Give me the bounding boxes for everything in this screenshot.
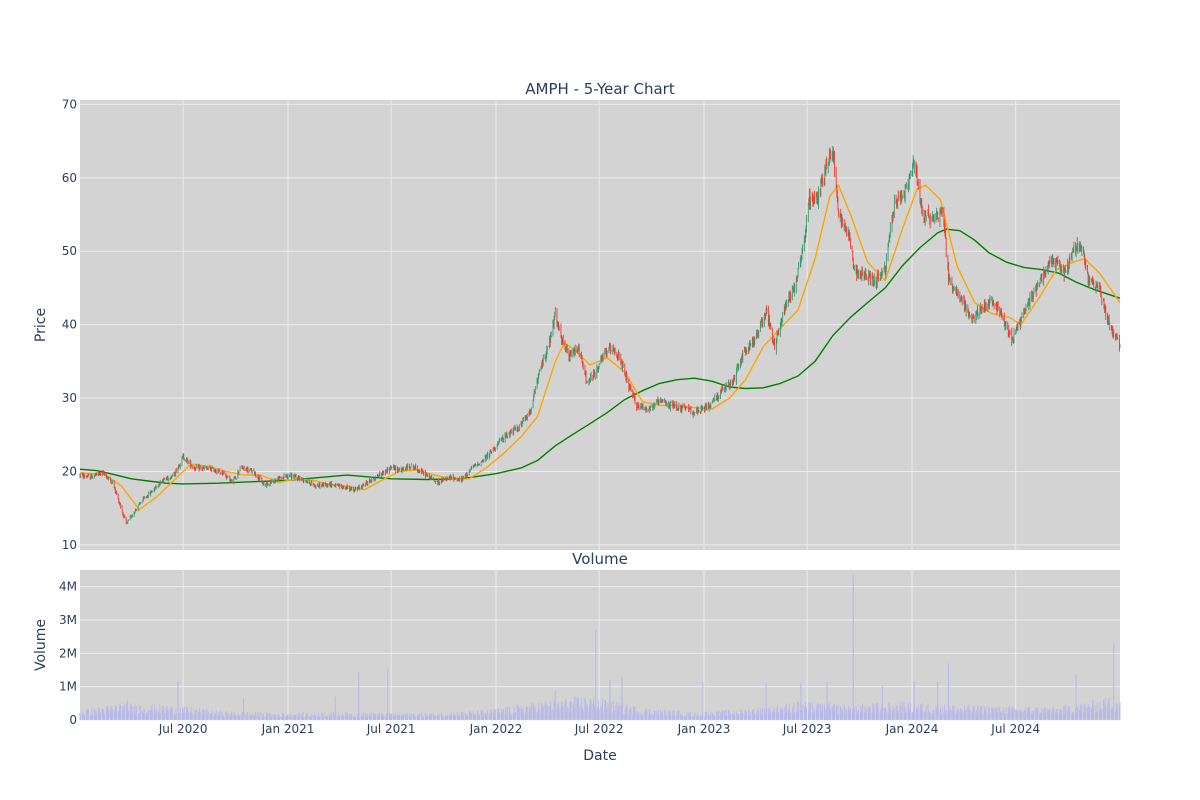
x-tick: Jul 2024: [990, 722, 1040, 736]
price-y-tick: 30: [62, 391, 77, 405]
volume-y-axis-label: Volume: [33, 619, 49, 671]
price-y-tick: 60: [62, 171, 77, 185]
volume-y-tick: 1M: [59, 680, 77, 694]
x-tick: Jul 2022: [574, 722, 624, 736]
volume-y-tick: 4M: [59, 580, 77, 594]
x-tick: Jul 2021: [366, 722, 416, 736]
price-chart-title: AMPH - 5-Year Chart: [525, 80, 675, 98]
volume-plot-area: [80, 570, 1120, 720]
price-y-tick-labels: 10 20 30 40 50 60 70: [62, 97, 77, 551]
x-tick: Jul 2020: [158, 722, 208, 736]
price-y-tick: 10: [62, 538, 77, 552]
short-moving-average: [79, 184, 1121, 511]
date-x-tick-labels: Jul 2020 Jan 2021 Jul 2021 Jan 2022 Jul 2022…: [158, 722, 1040, 736]
price-y-tick: 50: [62, 244, 77, 258]
x-tick: Jan 2024: [885, 722, 939, 736]
price-y-tick: 70: [62, 97, 77, 111]
price-panel: 10 20 30 40 50 60 70 AMPH - 5-Year Chart Price: [33, 80, 1121, 552]
volume-y-tick: 3M: [59, 613, 77, 627]
volume-chart-title: Volume: [572, 550, 628, 568]
candlesticks: [79, 145, 1121, 525]
price-y-tick: 20: [62, 464, 77, 478]
volume-y-tick: 0: [69, 713, 77, 727]
x-tick: Jul 2023: [782, 722, 832, 736]
x-tick: Jan 2022: [469, 722, 523, 736]
price-y-axis-label: Price: [33, 308, 49, 342]
date-x-axis-label: Date: [583, 748, 616, 764]
volume-y-tick: 2M: [59, 646, 77, 660]
x-tick: Jan 2021: [261, 722, 315, 736]
price-y-tick: 40: [62, 318, 77, 332]
x-tick: Jan 2023: [677, 722, 731, 736]
volume-y-tick-labels: 0 1M 2M 3M 4M: [59, 580, 77, 727]
short-moving-average-line: [79, 184, 1121, 511]
volume-bars: [79, 573, 1121, 720]
volume-panel: 0 1M 2M 3M 4M Jul 2020 Jan 2021 Jul 2021 Jan 20…: [33, 550, 1121, 764]
volume-gridlines: [80, 570, 1120, 721]
price-gridlines: [80, 100, 1120, 550]
